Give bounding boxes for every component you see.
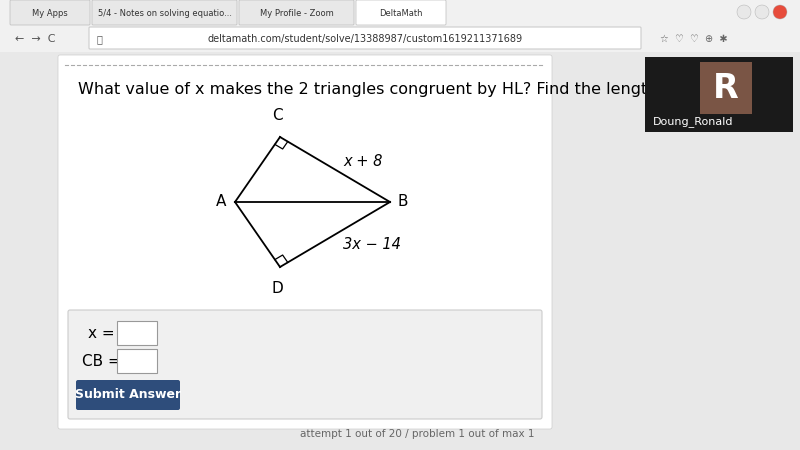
Text: 5/4 - Notes on solving equatio...: 5/4 - Notes on solving equatio... — [98, 9, 231, 18]
FancyBboxPatch shape — [89, 27, 641, 49]
Text: My Apps: My Apps — [32, 9, 68, 18]
Text: DeltaMath: DeltaMath — [379, 9, 422, 18]
Text: Doung_Ronald: Doung_Ronald — [653, 117, 734, 127]
Text: B: B — [398, 194, 408, 210]
Text: My Profile - Zoom: My Profile - Zoom — [260, 9, 334, 18]
Bar — [0, 0, 800, 52]
Text: R: R — [713, 72, 739, 104]
Bar — [645, 57, 793, 132]
Bar — [700, 62, 752, 114]
FancyBboxPatch shape — [58, 55, 552, 429]
Circle shape — [737, 5, 751, 19]
FancyBboxPatch shape — [76, 380, 180, 410]
Text: ←  →  C: ← → C — [15, 34, 55, 44]
Circle shape — [773, 5, 787, 19]
Text: A: A — [216, 194, 226, 210]
Text: x + 8: x + 8 — [343, 154, 382, 169]
Circle shape — [755, 5, 769, 19]
FancyBboxPatch shape — [239, 0, 354, 25]
Text: attempt 1 out of 20 / problem 1 out of max 1: attempt 1 out of 20 / problem 1 out of m… — [301, 429, 535, 439]
Text: C: C — [272, 108, 282, 123]
FancyBboxPatch shape — [117, 321, 157, 345]
FancyBboxPatch shape — [10, 0, 90, 25]
FancyBboxPatch shape — [92, 0, 237, 25]
Text: 3x − 14: 3x − 14 — [343, 237, 401, 252]
Text: Submit Answer: Submit Answer — [75, 388, 181, 401]
Bar — [0, 52, 800, 450]
Text: What value of x makes the 2 triangles congruent by HL? Find the length of CB: What value of x makes the 2 triangles co… — [78, 82, 706, 97]
FancyBboxPatch shape — [356, 0, 446, 25]
Text: ☆  ♡  ♡  ⊕  ✱: ☆ ♡ ♡ ⊕ ✱ — [660, 34, 727, 44]
Text: x =: x = — [88, 327, 114, 342]
Text: CB =: CB = — [82, 355, 121, 369]
Text: deltamath.com/student/solve/13388987/custom1619211371689: deltamath.com/student/solve/13388987/cus… — [207, 34, 522, 44]
Text: D: D — [271, 281, 283, 296]
FancyBboxPatch shape — [117, 349, 157, 373]
FancyBboxPatch shape — [68, 310, 542, 419]
Text: 🔒: 🔒 — [97, 34, 103, 44]
